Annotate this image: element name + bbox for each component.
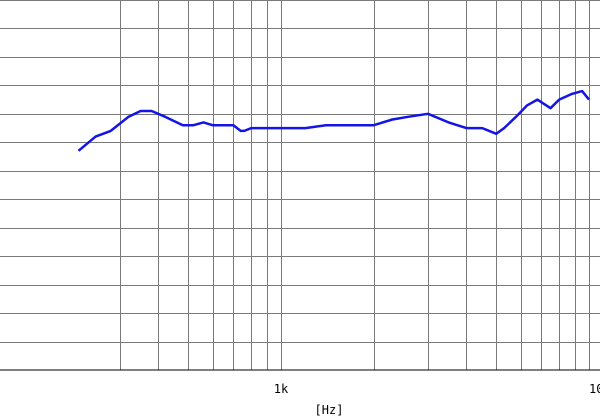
vertical-grid-lines [120,0,590,370]
horizontal-grid-lines [0,0,600,343]
x-tick-label: 10 [589,382,600,396]
series-group [77,89,590,152]
series-line [77,89,590,152]
x-axis-label: [Hz] [315,403,344,417]
x-tick-labels: 1k 10 [274,382,600,396]
x-tick-label: 1k [274,382,289,396]
plot-background [0,0,600,370]
